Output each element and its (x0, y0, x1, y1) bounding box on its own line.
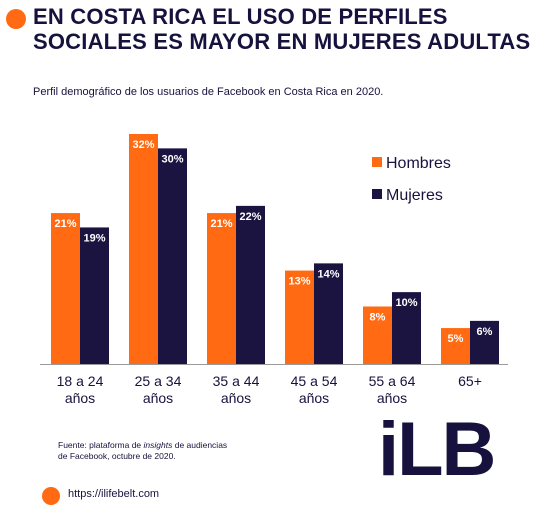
legend-label-mujeres: Mujeres (386, 187, 443, 204)
data-label-hombres-4: 8% (370, 312, 386, 324)
data-label-mujeres-2: 22% (239, 211, 261, 223)
source-text-italic: insights (143, 440, 173, 450)
x-tick-label-0-1: años (65, 390, 95, 406)
bar-mujeres-4 (392, 292, 421, 364)
data-label-mujeres-1: 30% (161, 153, 183, 165)
x-tick-label-4-0: 55 a 64 (369, 373, 416, 389)
url-bullet-icon (42, 487, 60, 505)
bar-mujeres-5 (470, 320, 499, 364)
bar-hombres-0 (51, 213, 80, 364)
x-tick-label-1-0: 25 a 34 (135, 373, 182, 389)
bar-mujeres-0 (80, 227, 109, 364)
legend-item-mujeres: Mujeres (372, 187, 443, 205)
bar-hombres-2 (207, 213, 236, 364)
data-label-mujeres-5: 6% (477, 326, 493, 338)
data-label-mujeres-4: 10% (395, 297, 417, 309)
x-tick-label-3-0: 45 a 54 (291, 373, 338, 389)
page-title: EN COSTA RICA EL USO DE PERFILES SOCIALE… (33, 4, 531, 54)
website-link[interactable]: https://ilifebelt.com (68, 488, 160, 500)
source-text-suffix: de audiencias de Facebook, octubre de 20… (58, 440, 228, 461)
bar-mujeres-1 (158, 148, 187, 364)
x-tick-label-2-1: años (221, 390, 251, 406)
data-label-hombres-2: 21% (210, 218, 232, 230)
legend-swatch-hombres (372, 157, 382, 167)
bar-hombres-3 (285, 270, 314, 364)
title-bullet-icon (6, 9, 26, 29)
x-tick-label-2-0: 35 a 44 (213, 373, 260, 389)
legend-label-hombres: Hombres (386, 155, 451, 172)
ilb-logo: iLB (378, 407, 496, 492)
legend-item-hombres: Hombres (372, 155, 451, 173)
bar-hombres-1 (129, 134, 158, 364)
chart-subtitle: Perfil demográfico de los usuarios de Fa… (33, 86, 384, 98)
bar-hombres-5 (441, 328, 470, 364)
x-tick-label-1-1: años (143, 390, 173, 406)
source-note: Fuente: plataforma de insights de audien… (58, 440, 228, 462)
bar-mujeres-3 (314, 263, 343, 364)
data-label-hombres-1: 32% (132, 139, 154, 151)
legend-swatch-mujeres (372, 189, 382, 199)
data-label-hombres-0: 21% (54, 218, 76, 230)
bar-mujeres-2 (236, 205, 265, 364)
x-tick-label-3-1: años (299, 390, 329, 406)
data-label-mujeres-0: 19% (83, 232, 105, 244)
data-label-mujeres-3: 14% (317, 268, 339, 280)
x-tick-label-4-1: años (377, 390, 407, 406)
source-text-prefix: Fuente: plataforma de (58, 440, 144, 450)
x-tick-label-0-0: 18 a 24 (57, 373, 104, 389)
data-label-hombres-5: 5% (448, 333, 464, 345)
bar-hombres-4 (363, 306, 392, 364)
data-label-hombres-3: 13% (288, 276, 310, 288)
x-tick-label-5-0: 65+ (458, 373, 482, 389)
